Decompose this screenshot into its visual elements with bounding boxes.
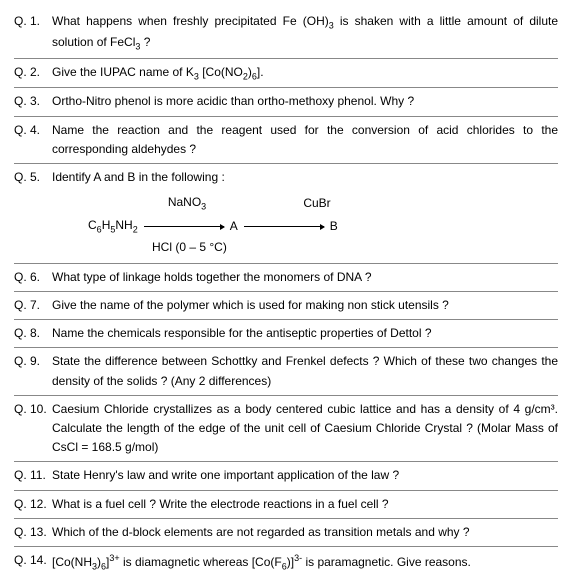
question-row: Q. 6.What type of linkage holds together…: [14, 264, 558, 292]
reactant-start: C6H5NH2: [82, 216, 144, 237]
question-text: Caesium Chloride crystallizes as a body …: [52, 400, 558, 458]
question-row: Q. 3.Ortho-Nitro phenol is more acidic t…: [14, 88, 558, 116]
reagent-2-top: CuBr: [267, 194, 367, 213]
question-text: What type of linkage holds together the …: [52, 268, 558, 287]
question-number: Q. 3.: [14, 92, 52, 111]
question-number: Q. 2.: [14, 63, 52, 82]
intermediate-a: A: [224, 217, 244, 236]
question-row: Q. 11.State Henry's law and write one im…: [14, 462, 558, 490]
question-number: Q. 11.: [14, 466, 52, 485]
question-row: Q. 13.Which of the d-block elements are …: [14, 519, 558, 547]
question-number: Q. 4.: [14, 121, 52, 140]
question-row: Q. 5.Identify A and B in the following :…: [14, 164, 558, 264]
question-number: Q. 13.: [14, 523, 52, 542]
question-number: Q. 6.: [14, 268, 52, 287]
question-number: Q. 8.: [14, 324, 52, 343]
question-text: State the difference between Schottky an…: [52, 352, 558, 390]
question-text: Name the reaction and the reagent used f…: [52, 121, 558, 159]
question-text: Ortho-Nitro phenol is more acidic than o…: [52, 92, 558, 111]
question-row: Q. 4.Name the reaction and the reagent u…: [14, 117, 558, 164]
reagent-1-top: NaNO3: [137, 193, 237, 214]
question-text: [Co(NH3)6]3+ is diamagnetic whereas [Co(…: [52, 551, 558, 574]
reaction-scheme: NaNO3 CuBr C6H5NH2 A B HCl (0 – 5 °C): [82, 193, 558, 257]
arrow-icon: [244, 226, 324, 227]
question-row: Q. 14.[Co(NH3)6]3+ is diamagnetic wherea…: [14, 547, 558, 578]
question-text: Give the name of the polymer which is us…: [52, 296, 558, 315]
product-b: B: [324, 217, 344, 236]
question-number: Q. 1.: [14, 12, 52, 31]
reagent-1-bottom: HCl (0 – 5 °C): [152, 238, 558, 257]
question-text: Identify A and B in the following :NaNO3…: [52, 168, 558, 259]
question-row: Q. 2.Give the IUPAC name of K3 [Co(NO2)6…: [14, 59, 558, 89]
question-row: Q. 1.What happens when freshly precipita…: [14, 8, 558, 59]
question-text: What happens when freshly precipitated F…: [52, 12, 558, 54]
arrow-icon: [144, 226, 224, 227]
question-text: State Henry's law and write one importan…: [52, 466, 558, 485]
question-number: Q. 9.: [14, 352, 52, 371]
question-row: Q. 8.Name the chemicals responsible for …: [14, 320, 558, 348]
question-row: Q. 9.State the difference between Schott…: [14, 348, 558, 395]
question-number: Q. 10.: [14, 400, 52, 419]
question-row: Q. 10.Caesium Chloride crystallizes as a…: [14, 396, 558, 463]
question-row: Q. 7.Give the name of the polymer which …: [14, 292, 558, 320]
question-number: Q. 12.: [14, 495, 52, 514]
question-row: Q. 12.What is a fuel cell ? Write the el…: [14, 491, 558, 519]
question-number: Q. 14.: [14, 551, 52, 570]
question-text: Name the chemicals responsible for the a…: [52, 324, 558, 343]
question-text: Which of the d-block elements are not re…: [52, 523, 558, 542]
question-text: What is a fuel cell ? Write the electrod…: [52, 495, 558, 514]
question-number: Q. 5.: [14, 168, 52, 187]
question-text: Give the IUPAC name of K3 [Co(NO2)6].: [52, 63, 558, 84]
question-number: Q. 7.: [14, 296, 52, 315]
